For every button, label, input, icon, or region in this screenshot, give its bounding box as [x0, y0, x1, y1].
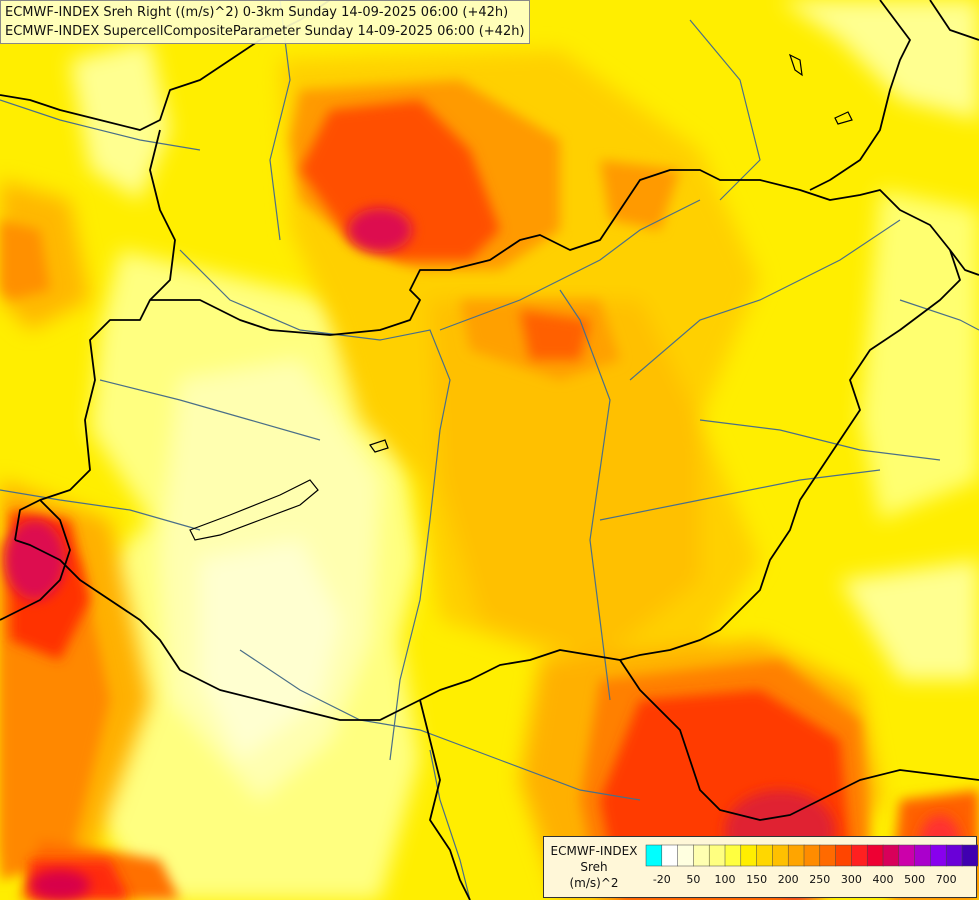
legend-text: ECMWF-INDEX Sreh (m/s)^2 [546, 843, 642, 891]
legend-tick-label: 100 [715, 873, 736, 886]
legend-tick-label: 150 [746, 873, 767, 886]
legend-swatch [866, 844, 884, 867]
legend-swatch [961, 844, 978, 867]
legend-swatch [930, 844, 947, 867]
lake-balaton [189, 479, 319, 541]
legend-swatch [803, 844, 821, 867]
legend-variable: Sreh [580, 860, 608, 874]
legend-tick-label: 700 [936, 873, 957, 886]
legend-swatch [819, 844, 837, 867]
legend-swatch [835, 844, 852, 867]
color-legend: ECMWF-INDEX Sreh (m/s)^2 -20 50 100 150 200 2… [543, 836, 978, 898]
legend-swatch [708, 844, 726, 867]
legend-swatch [756, 844, 773, 867]
legend-tick-label: 300 [841, 873, 862, 886]
lakes [189, 53, 853, 541]
title-line-1: ECMWF-INDEX Sreh Right ((m/s)^2) 0-3km S… [5, 5, 509, 20]
legend-swatch [693, 844, 710, 867]
legend-tick-label: -20 [653, 873, 671, 886]
legend-colorbar: -20 50 100 150 200 250 300 400 500 700 [645, 844, 978, 886]
legend-swatch [787, 844, 805, 867]
legend-unit: (m/s)^2 [569, 876, 619, 890]
field-low [60, 0, 979, 900]
legend-swatch [677, 844, 694, 867]
map-title-box: ECMWF-INDEX Sreh Right ((m/s)^2) 0-3km S… [0, 0, 530, 44]
legend-source: ECMWF-INDEX [550, 844, 638, 858]
legend-tick-label: 400 [873, 873, 894, 886]
title-line-2: ECMWF-INDEX SupercellCompositeParameter … [5, 24, 525, 39]
legend-swatch [945, 844, 963, 867]
legend-swatch [851, 844, 868, 867]
legend-tick-label: 250 [809, 873, 830, 886]
legend-swatch [740, 844, 758, 867]
legend-swatch [661, 844, 679, 867]
legend-swatch [914, 844, 931, 867]
legend-swatch [645, 844, 663, 867]
legend-swatch [772, 844, 789, 867]
legend-swatch [898, 844, 916, 867]
legend-tick-label: 200 [778, 873, 799, 886]
legend-swatch [724, 844, 742, 867]
legend-tick-label: 50 [686, 873, 700, 886]
legend-tick-label: 500 [904, 873, 925, 886]
legend-swatch [882, 844, 900, 867]
